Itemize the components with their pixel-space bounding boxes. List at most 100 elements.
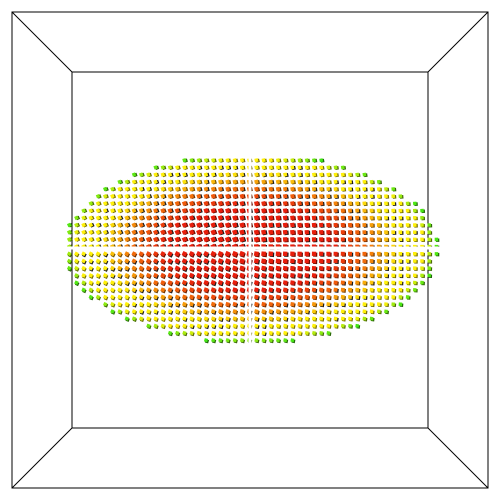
vector-glyph [152,258,159,265]
vector-glyph [369,237,375,243]
vector-glyph [347,222,354,228]
vector-glyph-face [405,215,410,220]
vector-glyph [152,251,159,258]
vector-glyph [304,323,310,329]
vector-glyph [290,201,297,207]
vector-glyph [290,287,296,294]
vector-glyph [391,237,397,243]
vector-glyph [110,301,116,308]
vector-glyph [182,165,188,170]
vector-glyph-face [340,208,345,213]
vector-glyph [275,294,282,301]
vector-glyph-face [355,258,360,264]
vector-glyph [362,316,368,322]
vector-glyph [391,259,397,264]
vector-glyph [326,323,332,329]
vector-glyph-face [340,215,345,220]
vector-glyph-face [145,215,151,221]
vector-glyph-face [420,266,424,270]
vector-glyph-face [196,258,202,264]
vector-glyph [88,287,94,294]
vector-glyph-face [268,287,274,293]
vector-glyph-face [217,258,224,264]
vector-glyph [153,200,160,207]
vector-glyph-face [253,287,259,293]
vector-glyph [384,194,390,199]
vector-glyph-face [333,280,338,285]
vector-glyph-face [420,237,424,242]
vector-glyph-face [196,280,202,286]
vector-glyph-face [275,323,281,328]
vector-glyph-face [167,258,173,264]
vector-glyph [117,251,123,258]
vector-glyph-face [311,237,317,242]
vector-glyph-face [131,229,137,235]
vector-glyph [290,179,296,185]
vector-glyph [275,301,282,308]
vector-glyph-face [304,316,309,321]
vector-glyph-face [95,236,101,242]
vector-glyph-face [232,330,237,336]
vector-glyph [81,229,88,235]
vector-glyph [88,294,94,301]
vector-glyph-face [109,251,115,257]
vector-glyph [232,186,239,192]
vector-glyph-face [175,165,180,170]
vector-glyph-face [319,158,324,163]
vector-glyph [167,208,174,214]
vector-glyph [275,201,282,207]
vector-glyph [189,193,196,200]
vector-glyph-face [319,172,324,177]
vector-glyph [210,301,217,308]
vector-glyph-face [153,287,159,293]
vector-glyph-face [340,172,345,177]
vector-glyph [311,309,318,315]
vector-glyph [311,201,318,207]
vector-glyph [297,258,304,265]
vector-glyph [146,316,152,322]
vector-glyph-face [189,158,194,163]
vector-glyph-face [239,250,245,257]
vector-glyph-face [253,200,259,206]
vector-glyph-face [153,172,158,177]
vector-glyph [391,295,397,300]
vector-glyph [217,258,225,265]
vector-glyph [347,186,354,192]
vector-glyph [319,258,325,265]
vector-glyph [268,172,275,178]
vector-glyph [232,208,239,214]
vector-glyph [131,193,138,199]
vector-glyph-face [355,316,360,321]
vector-glyph [167,287,174,294]
vector-glyph [88,208,95,214]
vector-glyph [347,230,354,235]
vector-glyph [131,251,138,258]
vector-glyph-face [311,287,317,293]
vector-glyph [145,236,153,243]
vector-glyph [376,201,383,207]
vector-glyph [174,287,181,294]
vector-glyph [188,258,196,265]
vector-glyph [413,237,418,242]
vector-glyph-face [376,215,381,220]
vector-glyph-face [427,237,431,242]
vector-glyph [275,193,282,200]
vector-glyph-face [210,265,216,271]
vector-glyph-face [102,294,108,300]
vector-glyph-face [167,272,173,278]
vector-glyph [319,287,325,293]
vector-glyph [362,172,368,178]
vector-glyph-face [203,158,209,163]
vector-glyph-face [145,287,151,293]
vector-glyph-face [225,158,230,163]
vector-glyph [384,251,390,257]
vector-glyph-face [138,316,144,321]
vector-glyph [326,287,332,293]
vector-glyph-face [146,323,151,328]
vector-glyph-face [217,222,224,228]
vector-glyph [124,280,131,287]
vector-glyph [145,208,153,214]
vector-glyph [153,208,160,214]
vector-glyph-face [275,222,281,228]
vector-glyph [253,265,260,272]
